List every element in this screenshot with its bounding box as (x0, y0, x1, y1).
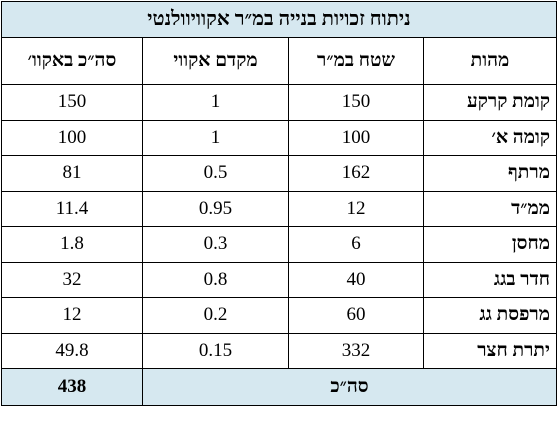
cell-value: 40 (288, 261, 424, 298)
item-name: מרפסת גג (423, 297, 557, 334)
item-name: מרתף (423, 155, 557, 192)
cell-value: 1 (142, 119, 289, 156)
cell-value: 12 (0, 297, 144, 334)
cell-value: 0.8 (142, 261, 289, 298)
cell-value: 100 (288, 119, 424, 156)
cell-value: 11.4 (0, 190, 144, 227)
cell-value: 162 (288, 155, 424, 192)
data-row: מרפסת גג 60 0.2 12 (0, 297, 557, 334)
item-name: ממ״ד (423, 190, 557, 227)
rights-table: ניתוח זכויות בנייה במ״ר אקוויוולנטי מהות… (0, 1, 558, 406)
cell-value: 6 (288, 226, 424, 263)
table-title: ניתוח זכויות בנייה במ״ר אקוויוולנטי (0, 1, 558, 38)
cell-value: 150 (288, 84, 424, 121)
total-value: 438 (0, 368, 144, 406)
data-row: חדר בגג 40 0.8 32 (0, 261, 557, 298)
header-row: מהות שטח במ״ר מקדם אקווי סה״כ באקוו׳ (0, 37, 557, 85)
cell-value: 0.3 (142, 226, 289, 263)
cell-value: 1 (142, 84, 289, 121)
total-label: סה״כ (142, 368, 557, 406)
cell-value: 81 (0, 155, 144, 192)
cell-value: 150 (0, 84, 144, 121)
cell-value: 0.5 (142, 155, 289, 192)
data-row: ממ״ד 12 0.95 11.4 (0, 190, 557, 227)
data-row: קומת קרקע 150 1 150 (0, 84, 557, 121)
cell-value: 100 (0, 119, 144, 156)
column-header: מהות (423, 37, 557, 85)
cell-value: 332 (288, 332, 424, 369)
data-row: קומה א׳ 100 1 100 (0, 119, 557, 156)
data-row: מרתף 162 0.5 81 (0, 155, 557, 192)
item-name: חדר בגג (423, 261, 557, 298)
column-header: מקדם אקווי (142, 37, 289, 85)
column-header: שטח במ״ר (288, 37, 424, 85)
data-row: יתרת חצר 332 0.15 49.8 (0, 332, 557, 369)
item-name: קומה א׳ (423, 119, 557, 156)
item-name: מחסן (423, 226, 557, 263)
cell-value: 0.2 (142, 297, 289, 334)
cell-value: 49.8 (0, 332, 144, 369)
item-name: קומת קרקע (423, 84, 557, 121)
title-row: ניתוח זכויות בנייה במ״ר אקוויוולנטי (0, 1, 558, 38)
cell-value: 0.15 (142, 332, 289, 369)
total-row: סה״כ 438 (0, 368, 557, 406)
data-row: מחסן 6 0.3 1.8 (0, 226, 557, 263)
item-name: יתרת חצר (423, 332, 557, 369)
column-header: סה״כ באקוו׳ (0, 37, 144, 85)
cell-value: 0.95 (142, 190, 289, 227)
cell-value: 60 (288, 297, 424, 334)
cell-value: 1.8 (0, 226, 144, 263)
cell-value: 12 (288, 190, 424, 227)
cell-value: 32 (0, 261, 144, 298)
